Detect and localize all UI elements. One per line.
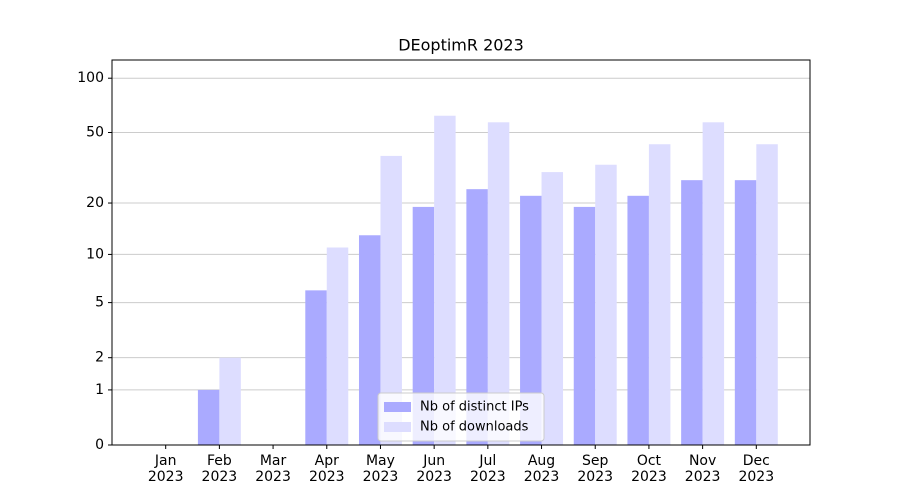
x-tick-label: Nov 2023 xyxy=(684,453,721,485)
x-tick-label: Apr 2023 xyxy=(308,453,345,485)
bar xyxy=(702,122,725,445)
legend-label: Nb of downloads xyxy=(420,420,529,435)
bar xyxy=(541,172,564,445)
chart-title: DEoptimR 2023 xyxy=(398,36,524,55)
legend-box xyxy=(377,392,545,442)
legend-label: Nb of distinct IPs xyxy=(420,400,529,415)
bar xyxy=(466,189,488,445)
bar xyxy=(756,144,778,445)
bar xyxy=(487,122,510,445)
bar xyxy=(627,195,649,445)
y-tick-label: 5 xyxy=(95,295,104,311)
bar xyxy=(520,195,542,445)
x-tick-label: Feb 2023 xyxy=(201,453,238,485)
y-tick-label: 10 xyxy=(86,246,104,262)
legend-swatch xyxy=(384,422,411,432)
x-tick-label: Mar 2023 xyxy=(255,453,291,485)
bar xyxy=(326,247,349,445)
x-tick-label: Aug 2023 xyxy=(523,453,560,485)
y-tick-label: 20 xyxy=(86,195,104,211)
bar xyxy=(595,164,617,445)
bar xyxy=(219,357,241,445)
bar xyxy=(434,115,456,445)
x-tick-label: Oct 2023 xyxy=(631,453,667,485)
y-tick-label: 50 xyxy=(86,125,104,141)
bar xyxy=(197,389,220,445)
x-tick-label: Jan 2023 xyxy=(147,453,184,485)
bar xyxy=(358,235,381,445)
bar xyxy=(380,155,402,445)
x-tick-label: Sep 2023 xyxy=(577,453,614,485)
y-tick-label: 100 xyxy=(77,70,104,86)
x-tick-label: May 2023 xyxy=(362,453,399,485)
x-tick-label: Dec 2023 xyxy=(738,453,775,485)
y-tick-label: 0 xyxy=(95,437,104,453)
plot-frame xyxy=(111,59,811,446)
bar xyxy=(648,144,671,445)
legend-swatch xyxy=(384,402,411,412)
y-tick-label: 2 xyxy=(95,350,104,366)
x-tick-label: Jun 2023 xyxy=(416,453,452,485)
bar xyxy=(305,290,327,445)
bar xyxy=(412,206,435,445)
x-tick-label: Jul 2023 xyxy=(470,453,506,485)
y-tick-label: 1 xyxy=(95,382,104,398)
bar xyxy=(681,180,703,445)
bar xyxy=(734,180,757,445)
bar xyxy=(573,206,596,445)
